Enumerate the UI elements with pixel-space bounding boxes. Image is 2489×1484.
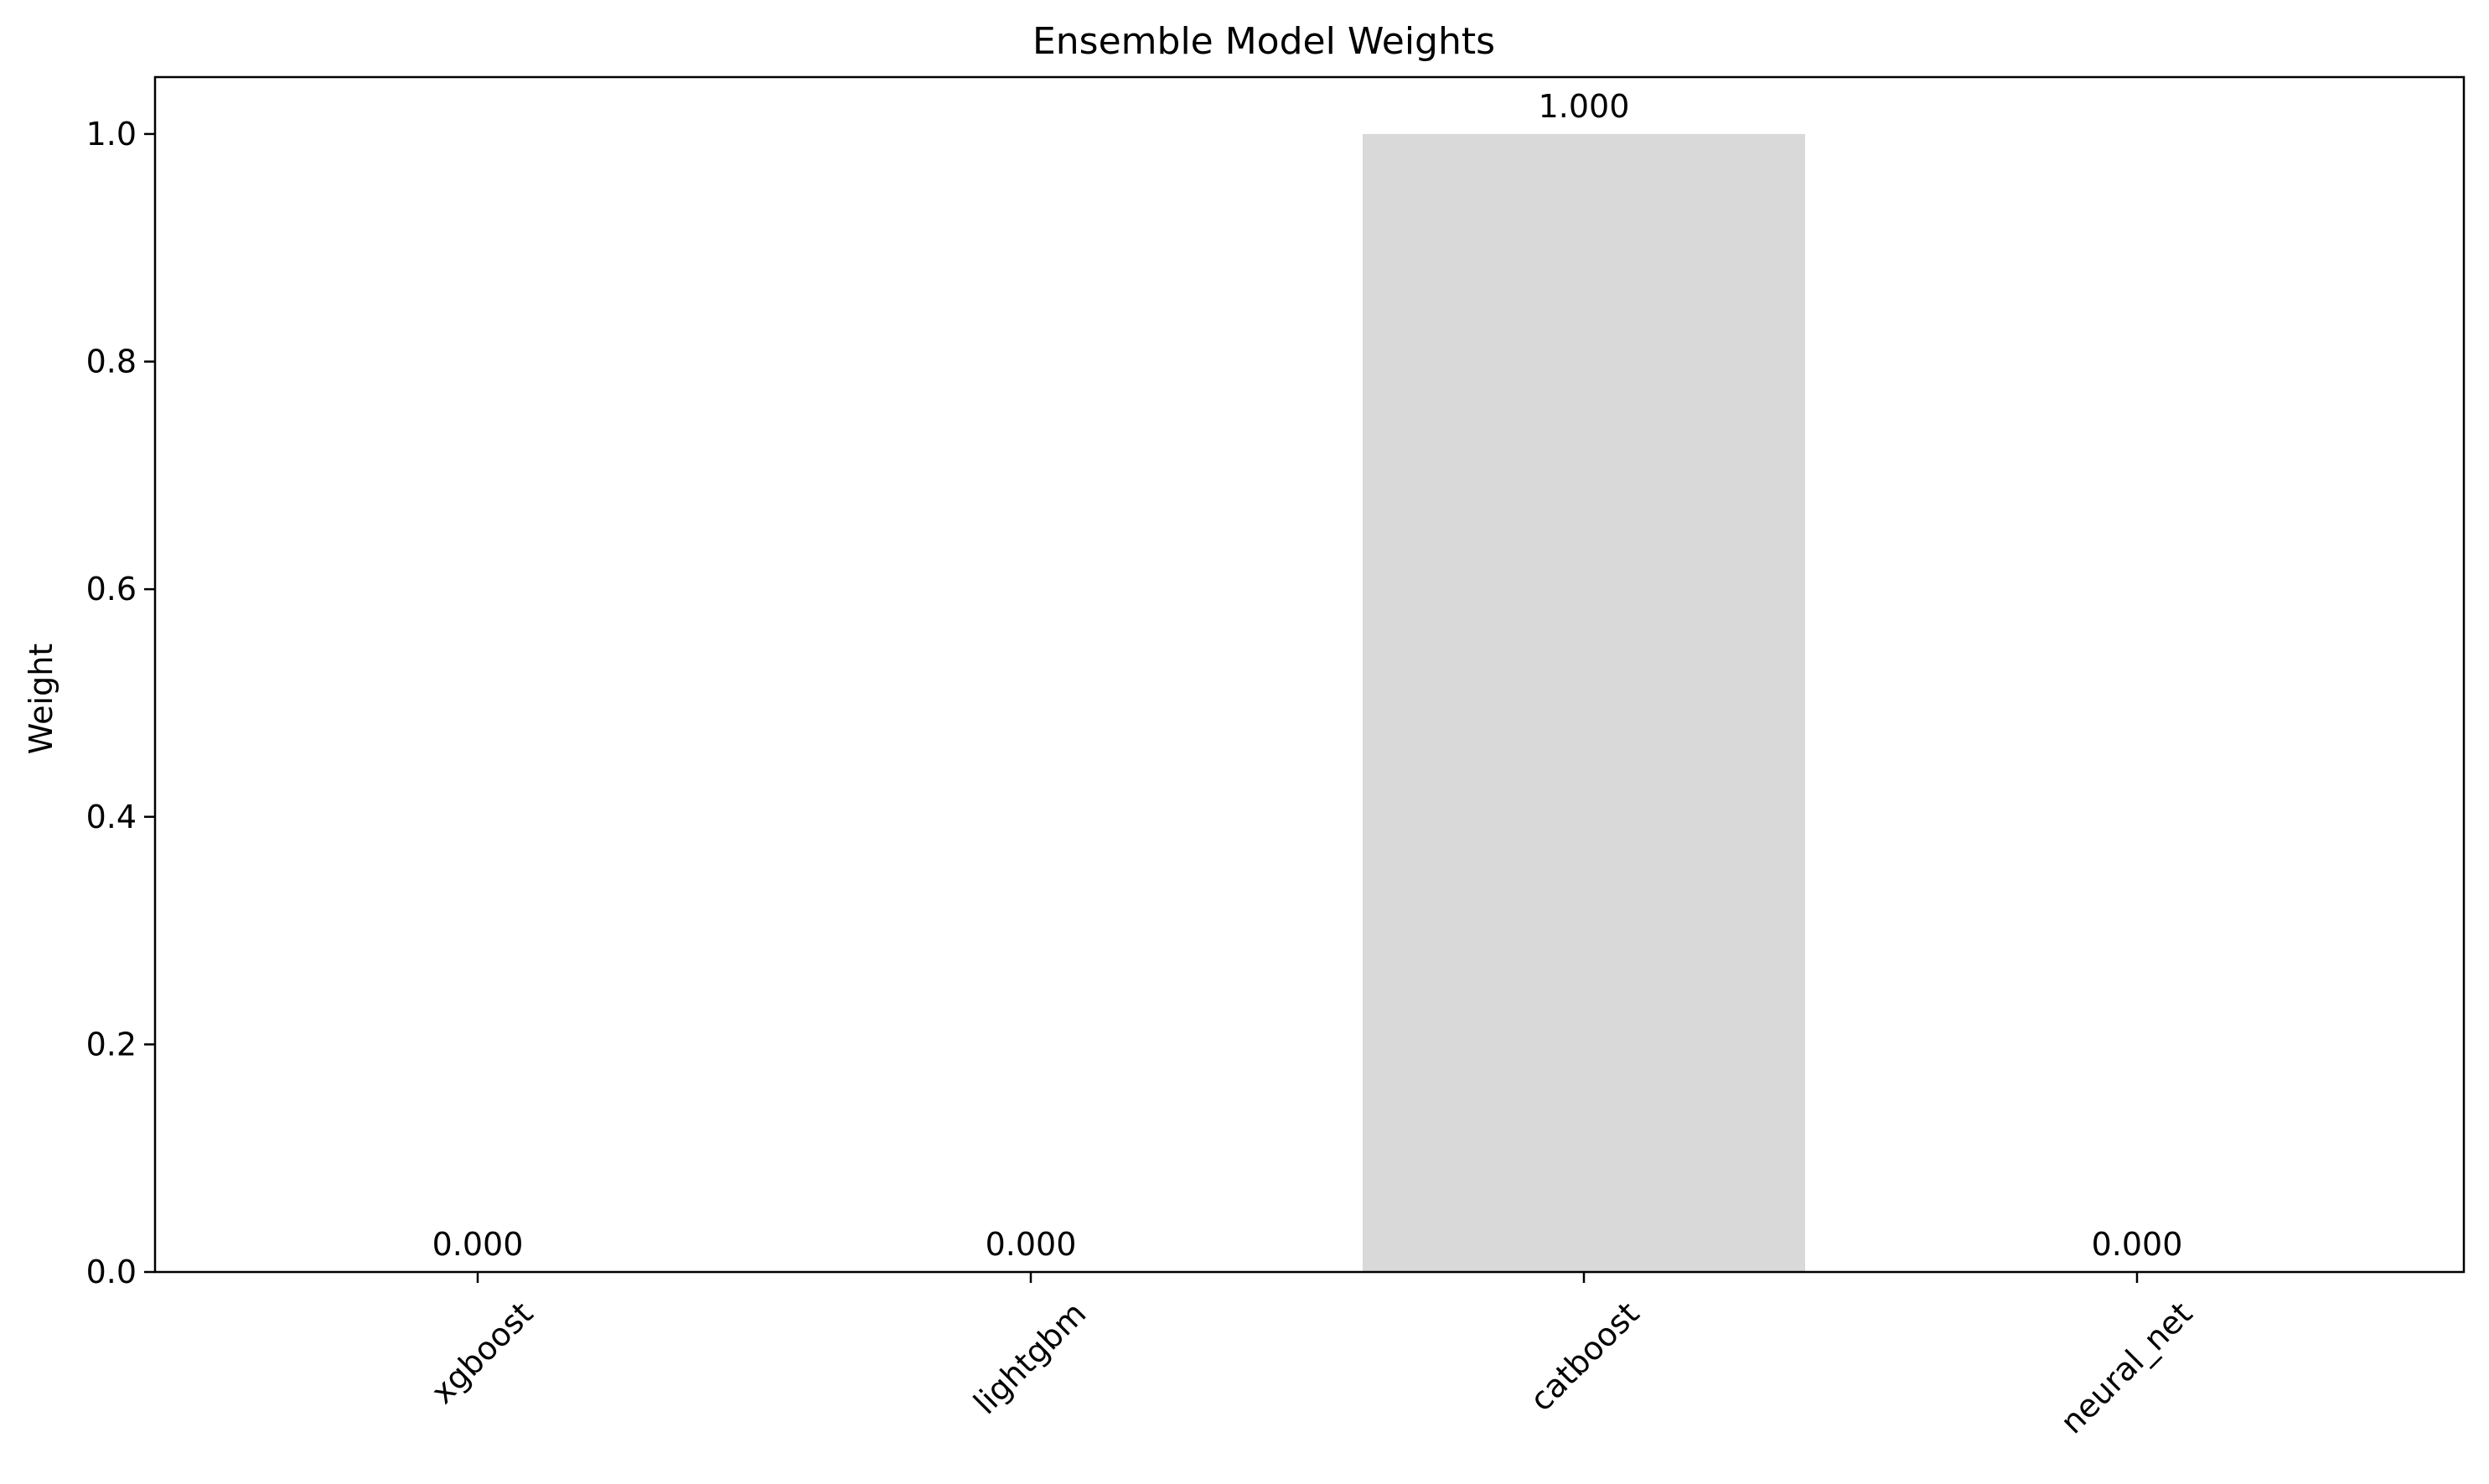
x-tick-label: catboost: [1523, 1295, 1646, 1418]
plot-area: 0.0 0.2 0.4 0.6 0.8 1.0 xgboost lightgbm catboos…: [86, 75, 2466, 1440]
y-tick-label: 0.6: [86, 571, 137, 608]
x-tick-label: neural_net: [2053, 1295, 2199, 1440]
y-tick-label: 0.0: [86, 1254, 137, 1290]
data-label-xgboost: 0.000: [432, 1226, 524, 1263]
data-label-neural_net: 0.000: [2092, 1226, 2183, 1263]
bar-catboost: [1363, 133, 1805, 1272]
y-axis-label: Weight: [23, 644, 60, 754]
y-tick-label: 0.8: [86, 344, 137, 380]
data-label-lightgbm: 0.000: [986, 1226, 1077, 1263]
x-tick-label: xgboost: [424, 1295, 541, 1411]
data-label-catboost: 1.000: [1539, 88, 1630, 125]
y-tick-label: 0.4: [86, 799, 137, 835]
x-tick-label: lightgbm: [966, 1295, 1093, 1421]
chart-title: Ensemble Model Weights: [1032, 20, 1495, 63]
plot-frame: [153, 75, 2466, 1274]
y-tick-label: 0.2: [86, 1026, 137, 1063]
y-tick-label: 1.0: [86, 116, 137, 153]
